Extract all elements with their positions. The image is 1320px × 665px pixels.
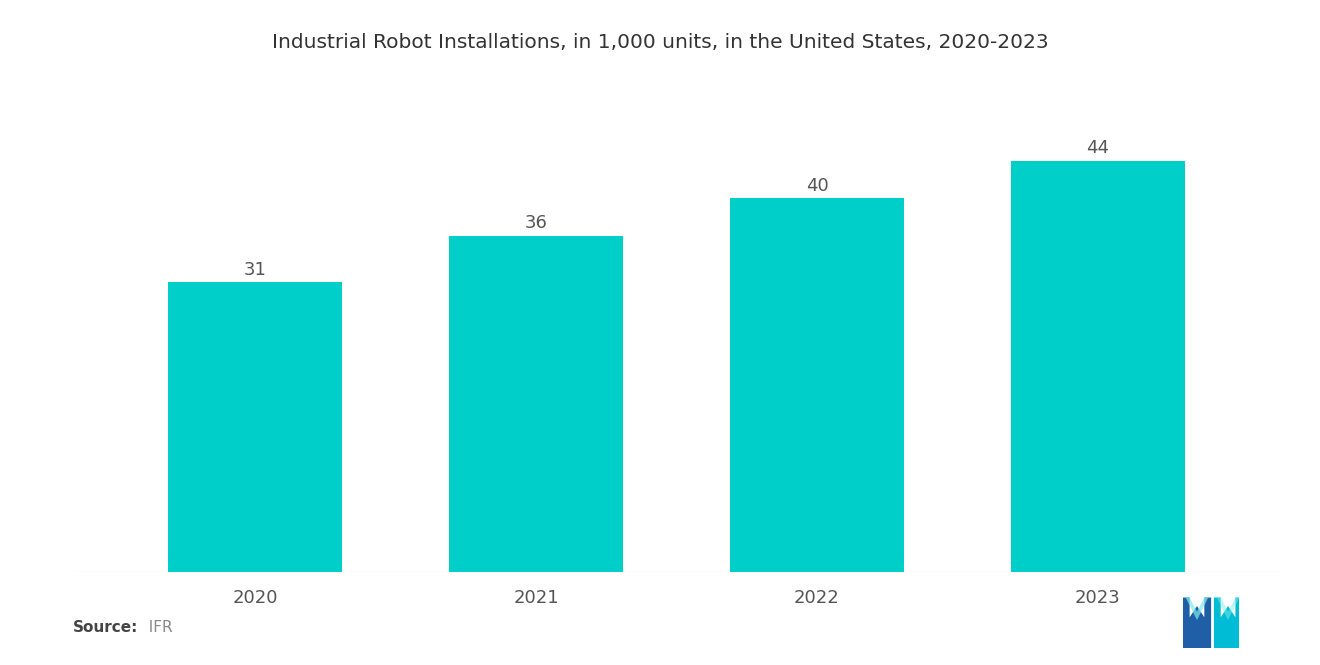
- Polygon shape: [1183, 597, 1212, 648]
- Polygon shape: [1185, 597, 1208, 620]
- Text: Source:: Source:: [73, 620, 139, 635]
- Bar: [449, 236, 623, 572]
- Text: 40: 40: [805, 177, 829, 195]
- Polygon shape: [1217, 597, 1239, 620]
- Text: 36: 36: [524, 214, 548, 232]
- Bar: [730, 198, 904, 572]
- Text: IFR: IFR: [139, 620, 172, 635]
- Text: Industrial Robot Installations, in 1,000 units, in the United States, 2020-2023: Industrial Robot Installations, in 1,000…: [272, 33, 1048, 53]
- Text: 44: 44: [1086, 140, 1109, 158]
- Text: 31: 31: [244, 261, 267, 279]
- Polygon shape: [1214, 597, 1239, 648]
- Bar: [1011, 161, 1185, 572]
- Bar: [168, 283, 342, 572]
